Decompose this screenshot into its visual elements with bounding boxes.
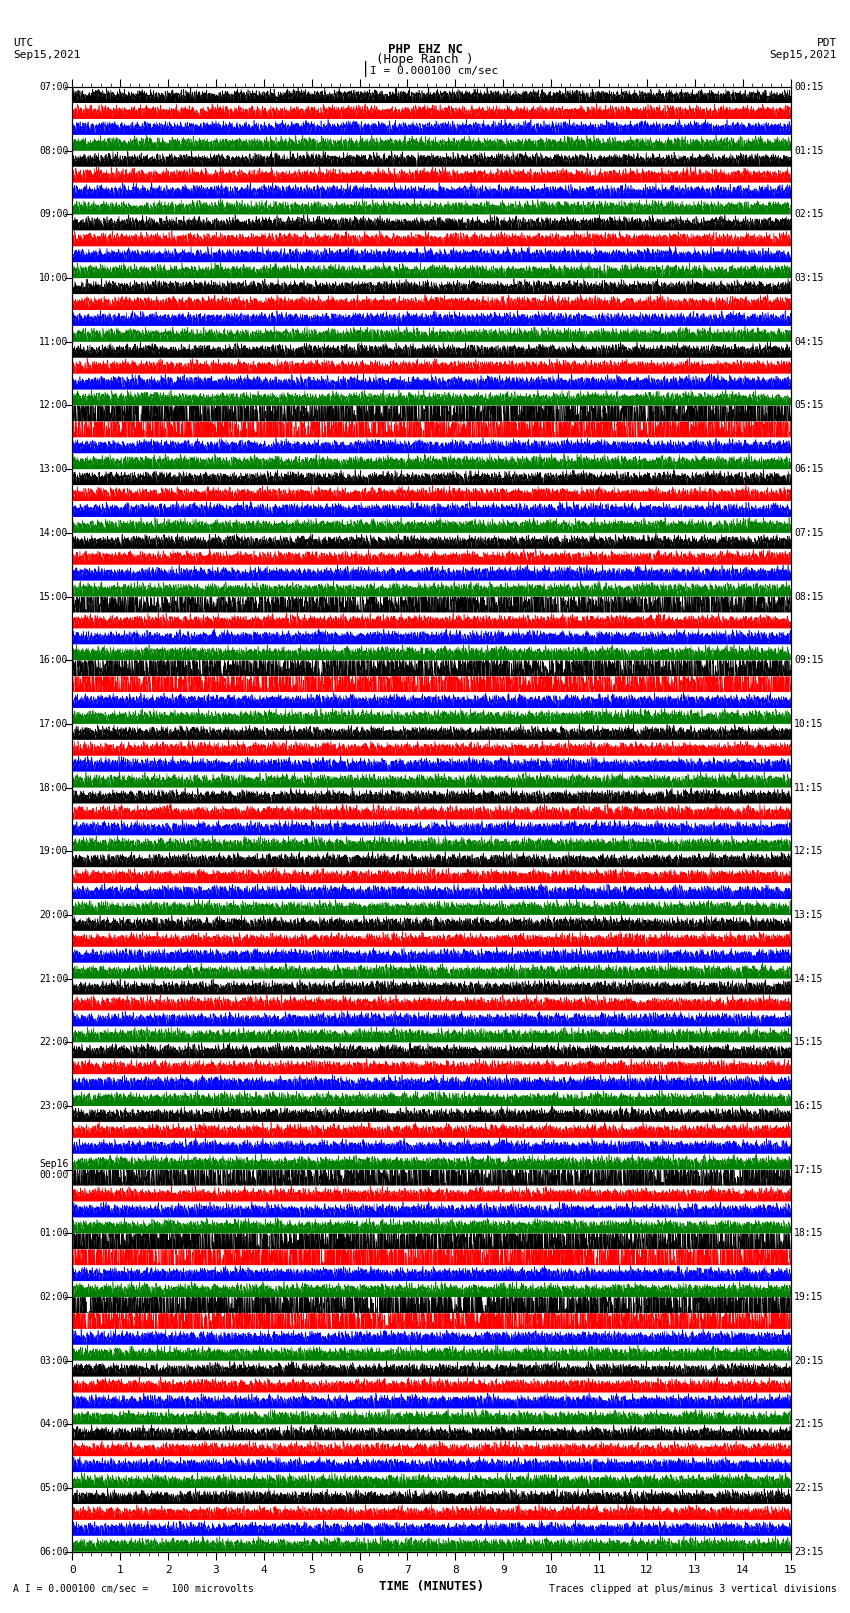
Text: 14:15: 14:15 bbox=[794, 974, 824, 984]
Text: 15:15: 15:15 bbox=[794, 1037, 824, 1047]
Text: 09:00: 09:00 bbox=[39, 210, 69, 219]
Text: 18:15: 18:15 bbox=[794, 1229, 824, 1239]
Text: 17:00: 17:00 bbox=[39, 719, 69, 729]
X-axis label: TIME (MINUTES): TIME (MINUTES) bbox=[379, 1581, 484, 1594]
Text: Sep15,2021: Sep15,2021 bbox=[770, 50, 837, 60]
Text: 05:00: 05:00 bbox=[39, 1482, 69, 1494]
Text: I = 0.000100 cm/sec: I = 0.000100 cm/sec bbox=[370, 66, 498, 76]
Text: 15:00: 15:00 bbox=[39, 592, 69, 602]
Text: UTC: UTC bbox=[13, 39, 33, 48]
Text: 06:00: 06:00 bbox=[39, 1547, 69, 1557]
Text: A I = 0.000100 cm/sec =    100 microvolts: A I = 0.000100 cm/sec = 100 microvolts bbox=[13, 1584, 253, 1594]
Text: 22:15: 22:15 bbox=[794, 1482, 824, 1494]
Text: 01:15: 01:15 bbox=[794, 145, 824, 156]
Text: 17:15: 17:15 bbox=[794, 1165, 824, 1174]
Text: 12:00: 12:00 bbox=[39, 400, 69, 410]
Text: 00:15: 00:15 bbox=[794, 82, 824, 92]
Text: Sep15,2021: Sep15,2021 bbox=[13, 50, 80, 60]
Text: |: | bbox=[361, 61, 370, 77]
Text: 07:00: 07:00 bbox=[39, 82, 69, 92]
Text: 16:15: 16:15 bbox=[794, 1102, 824, 1111]
Text: 08:15: 08:15 bbox=[794, 592, 824, 602]
Text: 20:15: 20:15 bbox=[794, 1355, 824, 1366]
Text: 12:15: 12:15 bbox=[794, 847, 824, 857]
Text: 21:00: 21:00 bbox=[39, 974, 69, 984]
Text: 02:15: 02:15 bbox=[794, 210, 824, 219]
Text: 05:15: 05:15 bbox=[794, 400, 824, 410]
Text: 03:00: 03:00 bbox=[39, 1355, 69, 1366]
Text: 10:00: 10:00 bbox=[39, 273, 69, 284]
Text: 23:00: 23:00 bbox=[39, 1102, 69, 1111]
Text: 02:00: 02:00 bbox=[39, 1292, 69, 1302]
Text: 08:00: 08:00 bbox=[39, 145, 69, 156]
Text: 22:00: 22:00 bbox=[39, 1037, 69, 1047]
Text: 23:15: 23:15 bbox=[794, 1547, 824, 1557]
Text: PHP EHZ NC: PHP EHZ NC bbox=[388, 42, 462, 56]
Text: 19:00: 19:00 bbox=[39, 847, 69, 857]
Text: 06:15: 06:15 bbox=[794, 465, 824, 474]
Text: 14:00: 14:00 bbox=[39, 527, 69, 537]
Text: 10:15: 10:15 bbox=[794, 719, 824, 729]
Text: 21:15: 21:15 bbox=[794, 1419, 824, 1429]
Text: 04:15: 04:15 bbox=[794, 337, 824, 347]
Text: 13:15: 13:15 bbox=[794, 910, 824, 919]
Text: 03:15: 03:15 bbox=[794, 273, 824, 284]
Text: 07:15: 07:15 bbox=[794, 527, 824, 537]
Text: 19:15: 19:15 bbox=[794, 1292, 824, 1302]
Text: 13:00: 13:00 bbox=[39, 465, 69, 474]
Text: Traces clipped at plus/minus 3 vertical divisions: Traces clipped at plus/minus 3 vertical … bbox=[549, 1584, 837, 1594]
Text: 04:00: 04:00 bbox=[39, 1419, 69, 1429]
Text: (Hope Ranch ): (Hope Ranch ) bbox=[377, 53, 473, 66]
Text: 11:00: 11:00 bbox=[39, 337, 69, 347]
Text: 20:00: 20:00 bbox=[39, 910, 69, 919]
Text: 09:15: 09:15 bbox=[794, 655, 824, 665]
Text: Sep16
00:00: Sep16 00:00 bbox=[39, 1158, 69, 1181]
Text: 11:15: 11:15 bbox=[794, 782, 824, 792]
Text: 16:00: 16:00 bbox=[39, 655, 69, 665]
Text: 01:00: 01:00 bbox=[39, 1229, 69, 1239]
Text: 18:00: 18:00 bbox=[39, 782, 69, 792]
Text: PDT: PDT bbox=[817, 39, 837, 48]
